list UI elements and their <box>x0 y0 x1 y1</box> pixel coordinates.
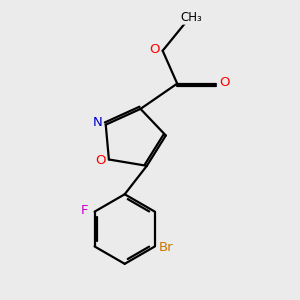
Text: Br: Br <box>159 241 173 254</box>
Text: O: O <box>149 43 160 56</box>
Text: O: O <box>219 76 230 89</box>
Text: CH₃: CH₃ <box>180 11 202 24</box>
Text: F: F <box>81 204 88 217</box>
Text: N: N <box>93 116 102 129</box>
Text: O: O <box>95 154 106 167</box>
